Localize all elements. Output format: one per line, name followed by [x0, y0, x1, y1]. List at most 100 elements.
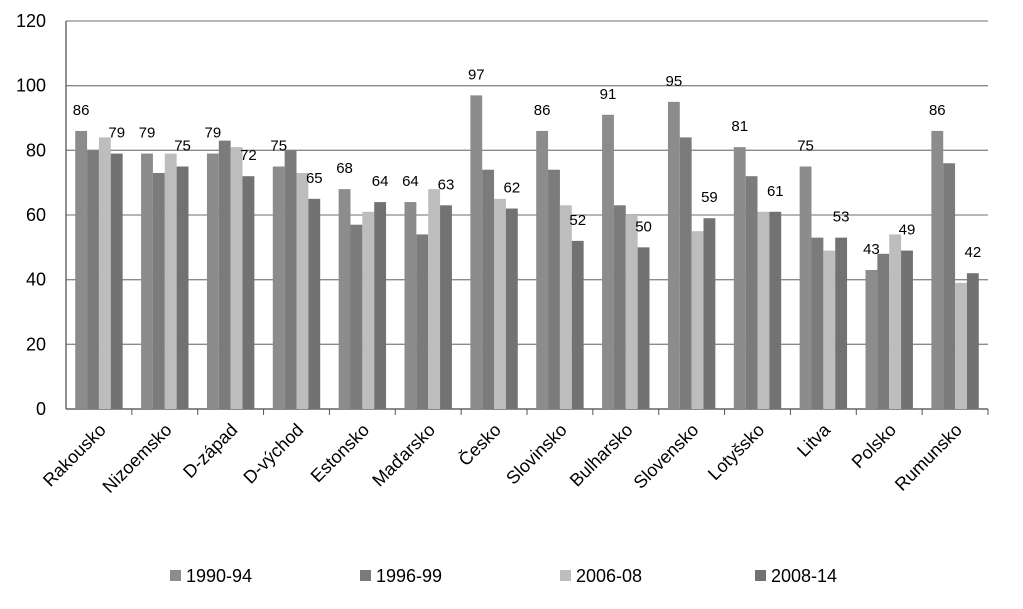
data-label: 59	[701, 189, 718, 206]
bar	[955, 282, 967, 409]
x-tick-label: Rakousko	[39, 420, 110, 491]
bar	[272, 166, 285, 409]
bar	[494, 198, 506, 409]
bar	[242, 176, 255, 409]
data-label: 50	[635, 218, 652, 235]
bar	[733, 147, 746, 409]
bar	[440, 205, 452, 409]
bar	[284, 150, 297, 410]
bar	[602, 114, 614, 410]
x-tick-label: Litva	[793, 419, 835, 461]
bar	[374, 202, 387, 409]
bar	[943, 163, 956, 409]
bar	[296, 172, 309, 409]
x-tick-label: Estonsko	[307, 420, 374, 487]
bar	[799, 166, 812, 409]
x-tick-label: Bulharsko	[566, 420, 637, 491]
legend-label: 1996-99	[376, 566, 442, 586]
bar	[218, 140, 231, 409]
x-tick-label: Rumunsko	[891, 420, 966, 495]
bar	[206, 153, 219, 409]
x-tick-label: Maďarsko	[368, 420, 439, 491]
bar	[404, 202, 417, 409]
y-tick-label: 120	[16, 11, 46, 31]
bar	[152, 172, 165, 409]
legend-swatch	[170, 570, 181, 581]
legend-swatch	[755, 570, 766, 581]
data-label: 64	[372, 173, 389, 190]
data-label: 86	[73, 102, 90, 119]
bar	[901, 250, 913, 409]
data-label: 75	[174, 138, 191, 155]
data-label: 62	[504, 180, 521, 197]
bar	[931, 130, 944, 409]
y-tick-label: 20	[26, 334, 46, 354]
bar	[559, 205, 572, 409]
data-label: 79	[139, 125, 156, 142]
bar	[637, 247, 650, 409]
bar	[505, 208, 518, 409]
data-label: 63	[438, 176, 455, 193]
data-label: 43	[863, 241, 880, 258]
bar	[362, 211, 375, 409]
x-tick-label: Česko	[454, 419, 505, 470]
bar	[811, 237, 824, 409]
bar	[877, 253, 890, 409]
data-label: 53	[833, 209, 850, 226]
x-tick-label: Slovensko	[630, 420, 703, 493]
bar	[428, 189, 441, 409]
bar	[338, 189, 351, 409]
bar	[230, 147, 243, 409]
data-label: 86	[534, 102, 551, 119]
bar	[745, 176, 758, 409]
legend-label: 2006-08	[576, 566, 642, 586]
x-tick-label: Polsko	[848, 420, 900, 472]
data-label: 61	[767, 183, 784, 200]
data-label: 91	[600, 86, 617, 103]
bar	[865, 269, 878, 409]
x-tick-label: Slovinsko	[502, 420, 571, 489]
data-label: 52	[569, 212, 586, 229]
legend-label: 1990-94	[186, 566, 252, 586]
data-label: 68	[336, 160, 353, 177]
y-tick-label: 100	[16, 76, 46, 96]
bar	[482, 169, 495, 409]
y-tick-label: 0	[36, 399, 46, 419]
data-label: 86	[929, 102, 946, 119]
bar	[536, 130, 549, 409]
data-label: 42	[965, 244, 982, 261]
bar	[164, 153, 177, 409]
data-label: 95	[666, 73, 683, 90]
bar	[416, 234, 429, 409]
x-tick-label: Lotyšsko	[704, 420, 768, 484]
bar	[176, 166, 189, 409]
bar	[470, 95, 483, 409]
bar	[613, 205, 626, 409]
data-label: 81	[731, 118, 748, 135]
bar	[571, 240, 584, 409]
data-label: 49	[899, 222, 916, 239]
legend-label: 2008-14	[771, 566, 837, 586]
bar	[75, 130, 88, 409]
bar	[703, 218, 716, 409]
legend-swatch	[560, 570, 571, 581]
bar	[966, 273, 979, 409]
data-label: 79	[205, 125, 222, 142]
y-tick-label: 40	[26, 270, 46, 290]
y-tick-label: 80	[26, 140, 46, 160]
x-tick-label: Nizoemsko	[99, 420, 176, 497]
data-label: 97	[468, 66, 485, 83]
bar	[757, 211, 770, 409]
bar	[548, 169, 560, 409]
x-tick-label: D-východ	[239, 420, 307, 488]
y-tick-label: 60	[26, 205, 46, 225]
data-label: 72	[240, 147, 257, 164]
bar	[823, 250, 836, 409]
bar	[141, 153, 153, 409]
bar	[889, 234, 902, 409]
bar	[625, 215, 638, 409]
x-tick-label: D-západ	[179, 420, 241, 482]
data-label: 65	[306, 170, 323, 187]
